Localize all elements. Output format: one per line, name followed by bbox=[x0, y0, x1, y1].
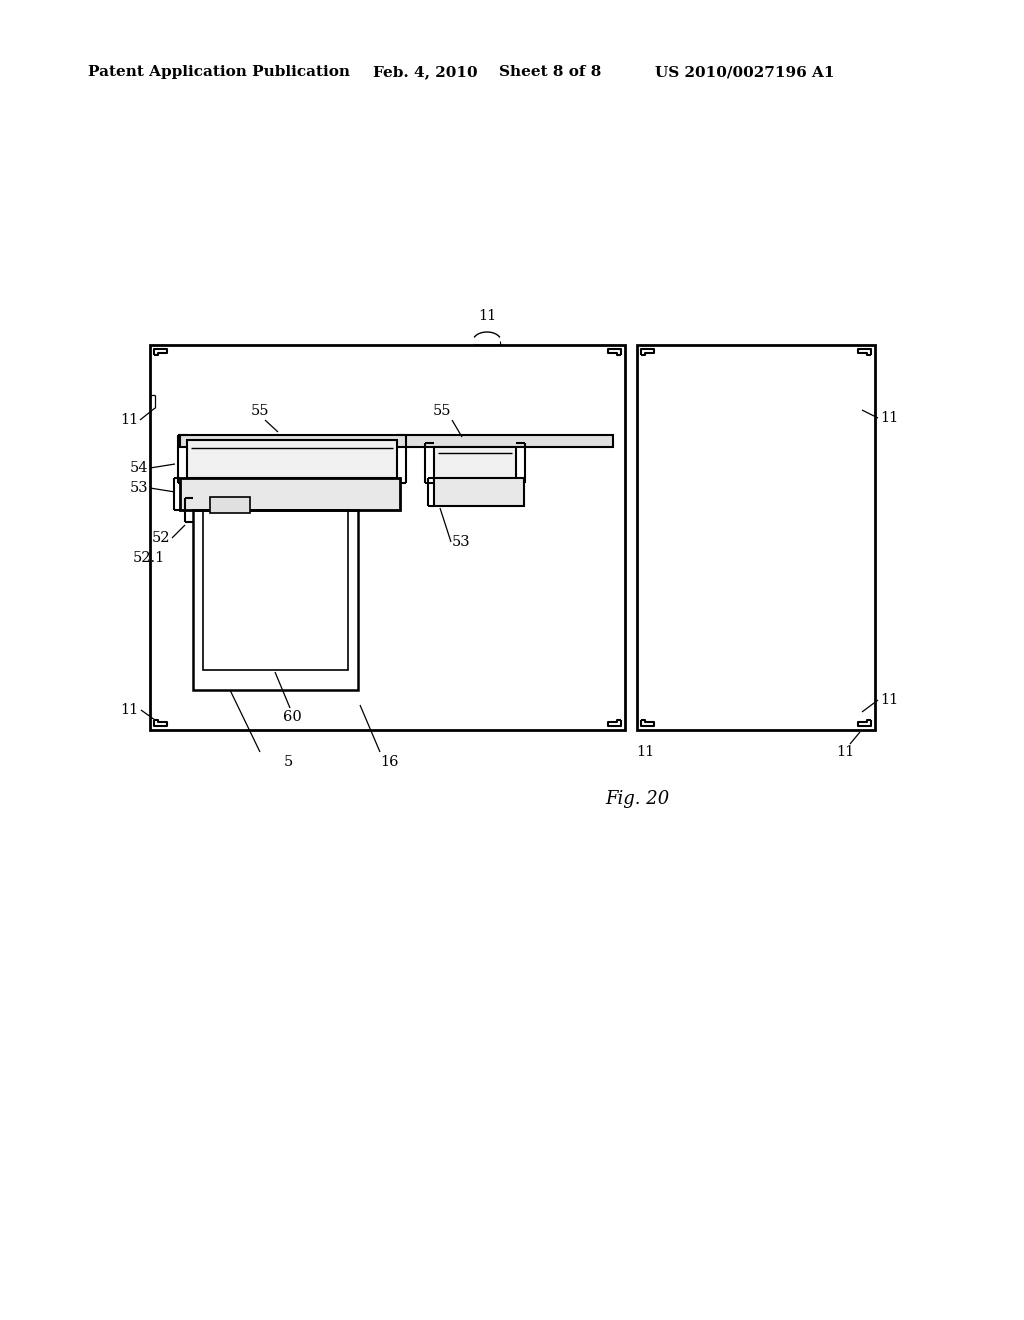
Text: 16: 16 bbox=[381, 755, 399, 770]
Text: 55: 55 bbox=[251, 404, 269, 418]
Text: Feb. 4, 2010: Feb. 4, 2010 bbox=[373, 65, 477, 79]
Text: 53: 53 bbox=[452, 535, 471, 549]
Text: Fig. 20: Fig. 20 bbox=[605, 789, 670, 808]
Bar bbox=[637, 345, 874, 730]
Text: 55: 55 bbox=[433, 404, 452, 418]
Bar bbox=[444, 479, 459, 488]
Bar bbox=[469, 479, 484, 488]
Bar bbox=[193, 510, 358, 690]
Bar bbox=[328, 478, 342, 488]
Text: 5: 5 bbox=[284, 755, 293, 770]
Text: 11: 11 bbox=[880, 411, 898, 425]
Text: 52.1: 52.1 bbox=[133, 550, 165, 565]
Text: US 2010/0027196 A1: US 2010/0027196 A1 bbox=[655, 65, 835, 79]
Bar bbox=[266, 478, 281, 488]
Text: 11: 11 bbox=[880, 693, 898, 708]
Bar bbox=[150, 345, 625, 730]
Text: 60: 60 bbox=[283, 710, 301, 723]
Bar bbox=[434, 478, 524, 506]
Bar bbox=[210, 498, 250, 513]
Text: 11: 11 bbox=[120, 413, 138, 426]
Text: Patent Application Publication: Patent Application Publication bbox=[88, 65, 350, 79]
Text: 11: 11 bbox=[478, 309, 496, 323]
Bar bbox=[187, 440, 397, 478]
Bar bbox=[434, 447, 516, 479]
Text: 11: 11 bbox=[837, 744, 855, 759]
Text: 54: 54 bbox=[129, 461, 148, 475]
Text: 11: 11 bbox=[120, 704, 138, 717]
Text: 53: 53 bbox=[129, 480, 148, 495]
Bar bbox=[203, 510, 348, 671]
Bar bbox=[180, 436, 613, 447]
Bar bbox=[205, 478, 219, 488]
Text: Sheet 8 of 8: Sheet 8 of 8 bbox=[499, 65, 601, 79]
Bar bbox=[180, 478, 400, 510]
Text: 11: 11 bbox=[636, 744, 654, 759]
Text: 52: 52 bbox=[152, 531, 170, 545]
